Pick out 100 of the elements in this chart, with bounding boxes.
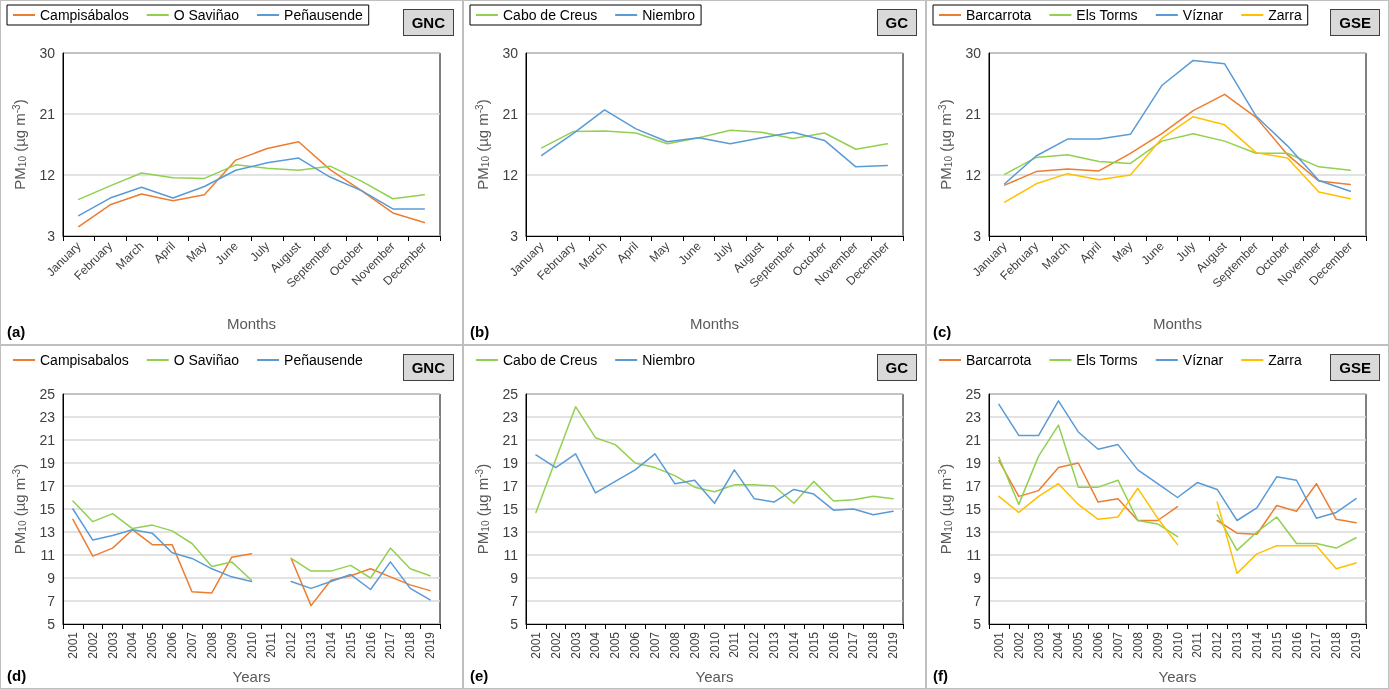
y-tick-label: 21 <box>39 431 56 448</box>
y-tick-label: 3 <box>510 228 519 244</box>
y-tick-label: 11 <box>503 546 519 563</box>
y-tick-label: 12 <box>502 167 519 183</box>
y-tick-label: 30 <box>502 45 519 61</box>
x-tick-label: 2012 <box>747 631 762 659</box>
x-tick-label: 2006 <box>1091 631 1106 659</box>
y-tick-label: 21 <box>39 106 56 122</box>
x-tick-label: 2003 <box>568 631 583 659</box>
x-tick-label: 2012 <box>1210 631 1225 659</box>
line-series <box>77 157 426 217</box>
x-tick-label: 2006 <box>628 631 643 659</box>
y-tick-label: 21 <box>965 431 982 448</box>
legend-label: Zarra <box>1268 351 1302 368</box>
x-tick-label: 2015 <box>343 631 358 659</box>
line-series <box>77 164 426 201</box>
y-tick-label: 23 <box>502 408 519 425</box>
y-tick-label: 9 <box>510 569 519 586</box>
x-tick-label: 2016 <box>363 631 378 659</box>
y-tick-label: 17 <box>502 477 519 494</box>
y-axis-title: PM10 (µg m-3) <box>473 99 491 190</box>
x-tick-label: 2012 <box>284 631 299 659</box>
text: GNC <box>402 9 454 36</box>
text: GNC <box>402 353 454 381</box>
x-tick-label: 2008 <box>667 631 682 659</box>
y-tick-label: 25 <box>39 385 56 402</box>
y-tick-label: 5 <box>510 615 519 632</box>
y-tick-label: 23 <box>39 408 56 425</box>
y-tick-label: 7 <box>973 592 982 609</box>
line-series <box>77 141 426 228</box>
y-tick-label: 19 <box>965 454 982 471</box>
x-axis-title: Months <box>1152 315 1203 332</box>
x-axis-title: Years <box>1158 667 1197 685</box>
y-tick-label: 7 <box>47 592 56 609</box>
x-tick-label: 2015 <box>1269 631 1284 659</box>
y-tick-label: 13 <box>965 523 982 540</box>
legend-label: Víznar <box>1182 351 1224 368</box>
legend-label: Peñausende <box>284 351 363 368</box>
x-axis-title: Years <box>232 667 271 685</box>
x-tick-label: 2010 <box>1170 631 1185 659</box>
x-tick-label: 2001 <box>65 631 80 659</box>
y-tick-label: 11 <box>40 546 56 563</box>
text: GC <box>876 9 917 36</box>
x-tick-label: 2002 <box>548 631 563 659</box>
y-tick-label: 12 <box>39 167 56 183</box>
y-tick-label: 25 <box>965 385 982 402</box>
x-tick-label: 2014 <box>323 631 338 659</box>
y-tick-label: 3 <box>47 228 56 244</box>
x-tick-label: 2008 <box>1130 631 1145 659</box>
x-tick-label: 2008 <box>204 631 219 659</box>
x-tick-label: 2014 <box>1249 631 1264 659</box>
text: (a) <box>7 322 26 340</box>
legend-label: Cabo de Creus <box>503 7 598 23</box>
y-axis-title: PM10 (µg m-3) <box>10 99 28 190</box>
x-tick-label: 2019 <box>423 631 438 659</box>
y-tick-label: 13 <box>502 523 519 540</box>
x-tick-label: 2003 <box>1031 631 1046 659</box>
text: GC <box>876 353 917 381</box>
x-tick-label: 2014 <box>786 631 801 659</box>
y-tick-label: 13 <box>39 523 56 540</box>
text: (f) <box>933 667 948 684</box>
x-tick-label: 2017 <box>1309 631 1324 659</box>
x-axis-title: Months <box>689 315 740 332</box>
y-tick-label: 30 <box>965 45 982 61</box>
text: (b) <box>470 322 490 340</box>
line-series <box>540 109 889 168</box>
y-tick-label: 17 <box>965 477 982 494</box>
x-tick-label: 2017 <box>846 631 861 659</box>
y-tick-label: 17 <box>39 477 56 494</box>
x-tick-label: 2013 <box>767 631 782 659</box>
y-tick-label: 15 <box>965 500 982 517</box>
text: (c) <box>933 322 952 340</box>
y-tick-label: 19 <box>502 454 519 471</box>
x-tick-label: 2013 <box>1230 631 1245 659</box>
x-tick-label: 2018 <box>1329 631 1344 659</box>
text: GSE <box>1330 9 1380 36</box>
x-tick-label: 2013 <box>304 631 319 659</box>
y-axis-title: PM10 (µg m-3) <box>936 99 954 190</box>
y-tick-label: 21 <box>502 431 519 448</box>
y-tick-label: 3 <box>973 228 982 244</box>
y-tick-label: 23 <box>965 408 982 425</box>
x-tick-label: 2004 <box>1051 631 1066 659</box>
x-tick-label: 2005 <box>1071 631 1086 659</box>
legend-label: Niembro <box>642 351 696 368</box>
y-tick-label: 21 <box>502 106 519 122</box>
x-tick-label: 2016 <box>1289 631 1304 659</box>
legend-label: Niembro <box>642 7 696 23</box>
x-tick-label: 2002 <box>1011 631 1026 659</box>
x-tick-label: May <box>1109 239 1136 265</box>
x-tick-label: 2003 <box>105 631 120 659</box>
text: (d) <box>7 667 27 684</box>
x-tick-label: 2007 <box>1110 631 1125 659</box>
x-tick-label: 2011 <box>727 631 742 658</box>
x-tick-label: 2018 <box>866 631 881 659</box>
text: (e) <box>470 667 489 684</box>
x-tick-label: 2019 <box>1349 631 1364 659</box>
x-tick-label: 2009 <box>224 631 239 659</box>
x-tick-label: 2011 <box>264 631 279 658</box>
x-tick-label: 2016 <box>826 631 841 659</box>
legend-label: O Saviñao <box>173 7 240 23</box>
